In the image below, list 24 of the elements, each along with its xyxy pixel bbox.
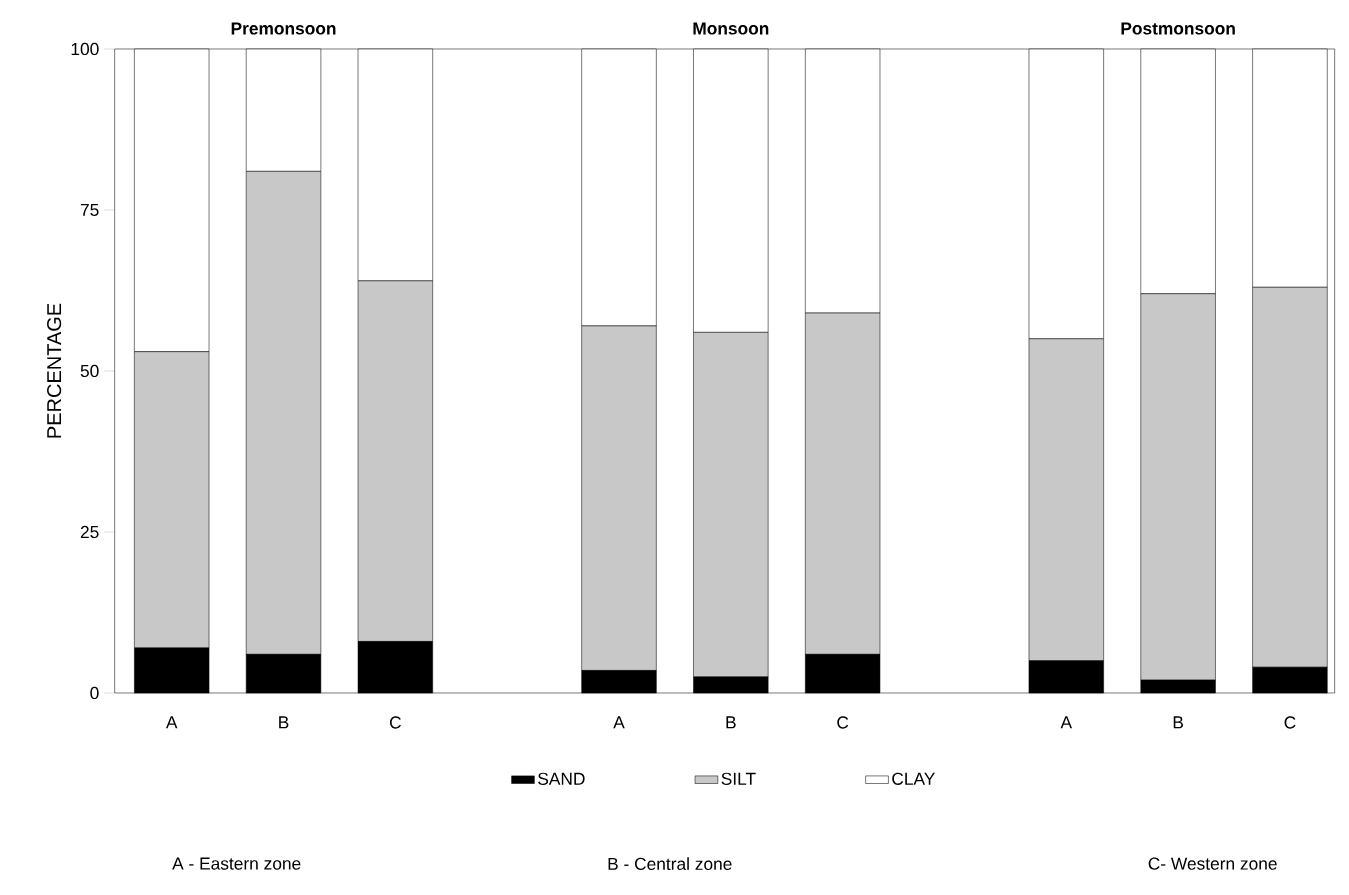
legend-label: SAND xyxy=(538,772,585,785)
x-tick-label: C xyxy=(837,716,849,729)
y-tick-label: 0 xyxy=(90,686,99,700)
x-tick-label: B xyxy=(726,716,736,729)
y-tick-label: 50 xyxy=(80,364,99,378)
text: Premonsoon xyxy=(231,22,336,35)
legend-label: SILT xyxy=(721,772,756,785)
y-tick-label: 25 xyxy=(80,525,99,539)
text: B - Central zone xyxy=(608,857,732,871)
y-axis-title: PERCENTAGE xyxy=(47,303,62,438)
y-tick-label: 75 xyxy=(80,203,99,217)
legend-label: CLAY xyxy=(892,772,935,785)
x-tick-label: C xyxy=(389,716,401,729)
x-tick-label: B xyxy=(279,716,289,729)
text: C- Western zone xyxy=(1148,857,1277,870)
x-tick-label: A xyxy=(613,716,625,729)
x-tick-label: A xyxy=(1060,716,1073,729)
x-tick-label: A xyxy=(165,716,178,729)
y-tick-label: 100 xyxy=(71,42,99,56)
text: Monsoon xyxy=(693,22,769,35)
x-tick-label: C xyxy=(1284,716,1296,729)
text: A - Eastern zone xyxy=(172,857,301,870)
x-tick-label: B xyxy=(1173,716,1183,729)
text: Postmonsoon xyxy=(1121,22,1235,35)
